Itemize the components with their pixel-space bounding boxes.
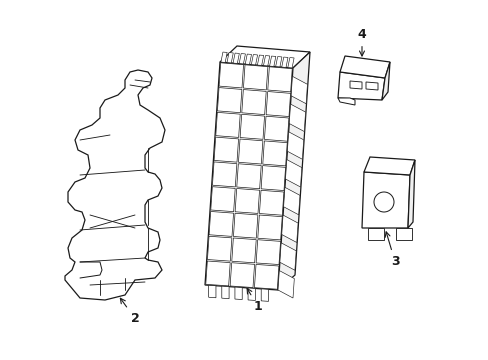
Polygon shape bbox=[240, 114, 264, 139]
Text: 1: 1 bbox=[246, 288, 262, 313]
Polygon shape bbox=[275, 57, 282, 67]
Polygon shape bbox=[210, 187, 235, 212]
Polygon shape bbox=[279, 243, 296, 270]
Polygon shape bbox=[367, 228, 383, 240]
Polygon shape bbox=[287, 58, 293, 68]
Polygon shape bbox=[290, 76, 307, 104]
Polygon shape bbox=[204, 62, 292, 290]
Polygon shape bbox=[212, 162, 236, 187]
Polygon shape bbox=[209, 211, 233, 237]
Polygon shape bbox=[281, 57, 287, 67]
Polygon shape bbox=[243, 65, 267, 90]
Polygon shape bbox=[235, 189, 259, 213]
Polygon shape bbox=[230, 263, 254, 288]
Text: 2: 2 bbox=[120, 298, 139, 325]
Polygon shape bbox=[269, 56, 275, 67]
Polygon shape bbox=[251, 55, 257, 65]
Polygon shape bbox=[236, 164, 261, 189]
Polygon shape bbox=[215, 112, 240, 138]
Polygon shape bbox=[219, 63, 243, 88]
Polygon shape bbox=[265, 91, 290, 117]
Polygon shape bbox=[289, 104, 305, 131]
Polygon shape bbox=[339, 56, 389, 78]
Text: 3: 3 bbox=[385, 232, 399, 268]
Polygon shape bbox=[278, 271, 294, 298]
Polygon shape bbox=[407, 160, 414, 228]
Polygon shape bbox=[361, 172, 409, 228]
Polygon shape bbox=[217, 87, 242, 113]
Polygon shape bbox=[262, 141, 286, 166]
Polygon shape bbox=[207, 236, 231, 261]
Polygon shape bbox=[231, 238, 256, 263]
Polygon shape bbox=[238, 139, 263, 164]
Polygon shape bbox=[239, 54, 245, 64]
Polygon shape bbox=[221, 52, 227, 62]
Polygon shape bbox=[257, 55, 263, 66]
Polygon shape bbox=[395, 228, 411, 240]
Polygon shape bbox=[283, 187, 299, 215]
Polygon shape bbox=[337, 72, 384, 100]
Polygon shape bbox=[278, 52, 309, 290]
Polygon shape bbox=[259, 190, 284, 215]
Polygon shape bbox=[261, 289, 268, 301]
Polygon shape bbox=[220, 46, 309, 68]
Polygon shape bbox=[261, 166, 285, 190]
Polygon shape bbox=[226, 53, 233, 63]
Polygon shape bbox=[241, 90, 265, 114]
Polygon shape bbox=[205, 261, 230, 286]
Text: 4: 4 bbox=[357, 28, 366, 56]
Polygon shape bbox=[254, 265, 278, 289]
Polygon shape bbox=[245, 54, 251, 64]
Polygon shape bbox=[281, 215, 298, 243]
Polygon shape bbox=[233, 213, 257, 238]
Polygon shape bbox=[363, 157, 414, 175]
Polygon shape bbox=[233, 53, 239, 63]
Polygon shape bbox=[381, 62, 389, 100]
Polygon shape bbox=[214, 137, 238, 162]
Polygon shape bbox=[267, 67, 292, 92]
Polygon shape bbox=[285, 159, 301, 187]
Polygon shape bbox=[287, 132, 303, 159]
Polygon shape bbox=[257, 215, 282, 240]
Polygon shape bbox=[65, 70, 164, 300]
Polygon shape bbox=[222, 286, 228, 299]
Polygon shape bbox=[263, 55, 269, 66]
Polygon shape bbox=[337, 98, 354, 105]
Polygon shape bbox=[208, 285, 216, 298]
Polygon shape bbox=[349, 81, 361, 89]
Polygon shape bbox=[264, 116, 288, 141]
Polygon shape bbox=[256, 240, 280, 265]
Polygon shape bbox=[247, 288, 255, 301]
Polygon shape bbox=[365, 82, 377, 90]
Polygon shape bbox=[234, 287, 242, 300]
